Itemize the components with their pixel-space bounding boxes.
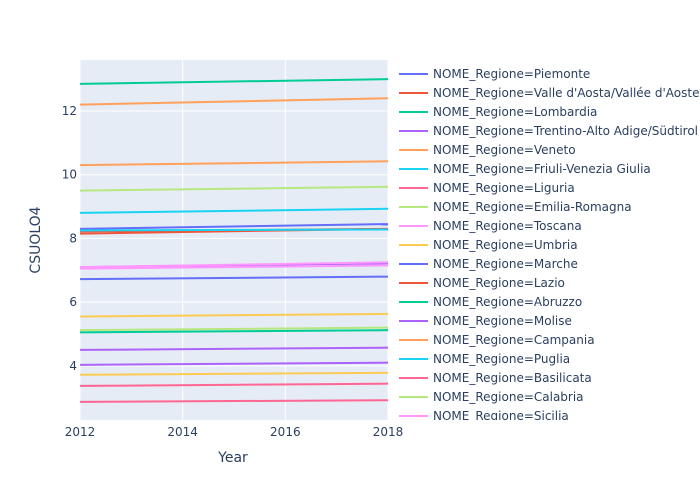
y-axis-title: CSUOLO4	[28, 206, 44, 273]
legend-label: NOME_Regione=Puglia	[433, 352, 570, 366]
y-tick-label: 12	[62, 104, 77, 118]
legend-label: NOME_Regione=Basilicata	[433, 371, 592, 385]
legend-item[interactable]: NOME_Regione=Friuli-Venezia Giulia	[399, 162, 651, 176]
legend-item[interactable]: NOME_Regione=Sicilia	[399, 409, 569, 423]
series-line	[79, 261, 389, 269]
series-line	[79, 329, 389, 334]
series-line	[79, 264, 389, 270]
legend-label: NOME_Regione=Friuli-Venezia Giulia	[433, 162, 651, 176]
series-lines	[79, 78, 389, 403]
series-line	[79, 97, 389, 106]
legend-item[interactable]: NOME_Regione=Piemonte	[399, 67, 590, 81]
legend-label: NOME_Regione=Trentino-Alto Adige/Südtiro…	[433, 124, 698, 138]
legend-label: NOME_Regione=Veneto	[433, 143, 576, 157]
legend-label: NOME_Regione=Umbria	[433, 238, 578, 252]
x-tick-label: 2018	[373, 425, 404, 439]
legend-label: NOME_Regione=Piemonte	[433, 67, 590, 81]
legend-item[interactable]: NOME_Regione=Campania	[399, 333, 595, 347]
legend-item[interactable]: NOME_Regione=Emilia-Romagna	[399, 200, 632, 214]
series-line	[79, 346, 389, 351]
legend-item[interactable]: NOME_Regione=Umbria	[399, 238, 578, 252]
x-tick-label: 2016	[270, 425, 301, 439]
legend-item[interactable]: NOME_Regione=Molise	[399, 314, 572, 328]
legend-item[interactable]: NOME_Regione=Calabria	[399, 390, 584, 404]
legend-label: NOME_Regione=Emilia-Romagna	[433, 200, 632, 214]
legend-label: NOME_Regione=Marche	[433, 257, 578, 271]
legend-item[interactable]: NOME_Regione=Lazio	[399, 276, 565, 290]
y-tick-label: 6	[69, 295, 77, 309]
legend-item[interactable]: NOME_Regione=Lombardia	[399, 105, 597, 119]
legend-label: NOME_Regione=Calabria	[433, 390, 584, 404]
legend-label: NOME_Regione=Lazio	[433, 276, 565, 290]
y-tick-label: 8	[69, 231, 77, 245]
series-line	[79, 223, 389, 230]
legend-item[interactable]: NOME_Regione=Marche	[399, 257, 578, 271]
legend[interactable]: NOME_Regione=Piemonte NOME_Regione=Valle …	[399, 67, 699, 442]
legend-label: NOME_Regione=Molise	[433, 314, 572, 328]
series-line	[79, 399, 389, 403]
series-line	[79, 326, 389, 332]
plot-area	[80, 60, 388, 420]
legend-item[interactable]: NOME_Regione=Liguria	[399, 181, 575, 195]
legend-item[interactable]: NOME_Regione=Valle d'Aosta/Vallée d'Aost…	[399, 86, 699, 100]
legend-item[interactable]: NOME_Regione=Puglia	[399, 352, 570, 366]
legend-label: NOME_Regione=Liguria	[433, 181, 575, 195]
series-line	[79, 361, 389, 366]
y-tick-label: 10	[62, 168, 77, 182]
series-line	[79, 78, 389, 85]
legend-item[interactable]: NOME_Regione=Basilicata	[399, 371, 592, 385]
x-tick-label: 2014	[167, 425, 198, 439]
y-axis-ticks: 4 6 8 10 12	[62, 104, 77, 373]
legend-label: NOME_Regione=Abruzzo	[433, 295, 582, 309]
legend-label: NOME_Regione=Campania	[433, 333, 595, 347]
series-line	[79, 160, 389, 167]
x-axis-title: Year	[217, 450, 248, 466]
x-axis-ticks: 2012 2014 2016 2018	[65, 425, 404, 439]
series-line	[79, 228, 389, 232]
legend-item[interactable]: NOME_Regione=Trentino-Alto Adige/Südtiro…	[399, 124, 698, 138]
series-line	[79, 312, 389, 318]
y-tick-label: 4	[69, 359, 77, 373]
legend-label: NOME_Regione=Lombardia	[433, 105, 597, 119]
legend-item[interactable]: NOME_Regione=Toscana	[399, 219, 582, 233]
series-line	[79, 185, 389, 192]
x-tick-label: 2012	[65, 425, 96, 439]
series-line	[79, 275, 389, 281]
legend-item[interactable]: NOME_Regione=Veneto	[399, 143, 576, 157]
series-line	[79, 207, 389, 214]
legend-label: NOME_Regione=Sicilia	[433, 409, 569, 423]
series-line	[79, 371, 389, 376]
series-line	[79, 382, 389, 387]
gridlines	[79, 60, 389, 420]
legend-label: NOME_Regione=Valle d'Aosta/Vallée d'Aost…	[433, 86, 699, 100]
legend-item[interactable]: NOME_Regione=Abruzzo	[399, 295, 582, 309]
legend-label: NOME_Regione=Toscana	[433, 219, 582, 233]
